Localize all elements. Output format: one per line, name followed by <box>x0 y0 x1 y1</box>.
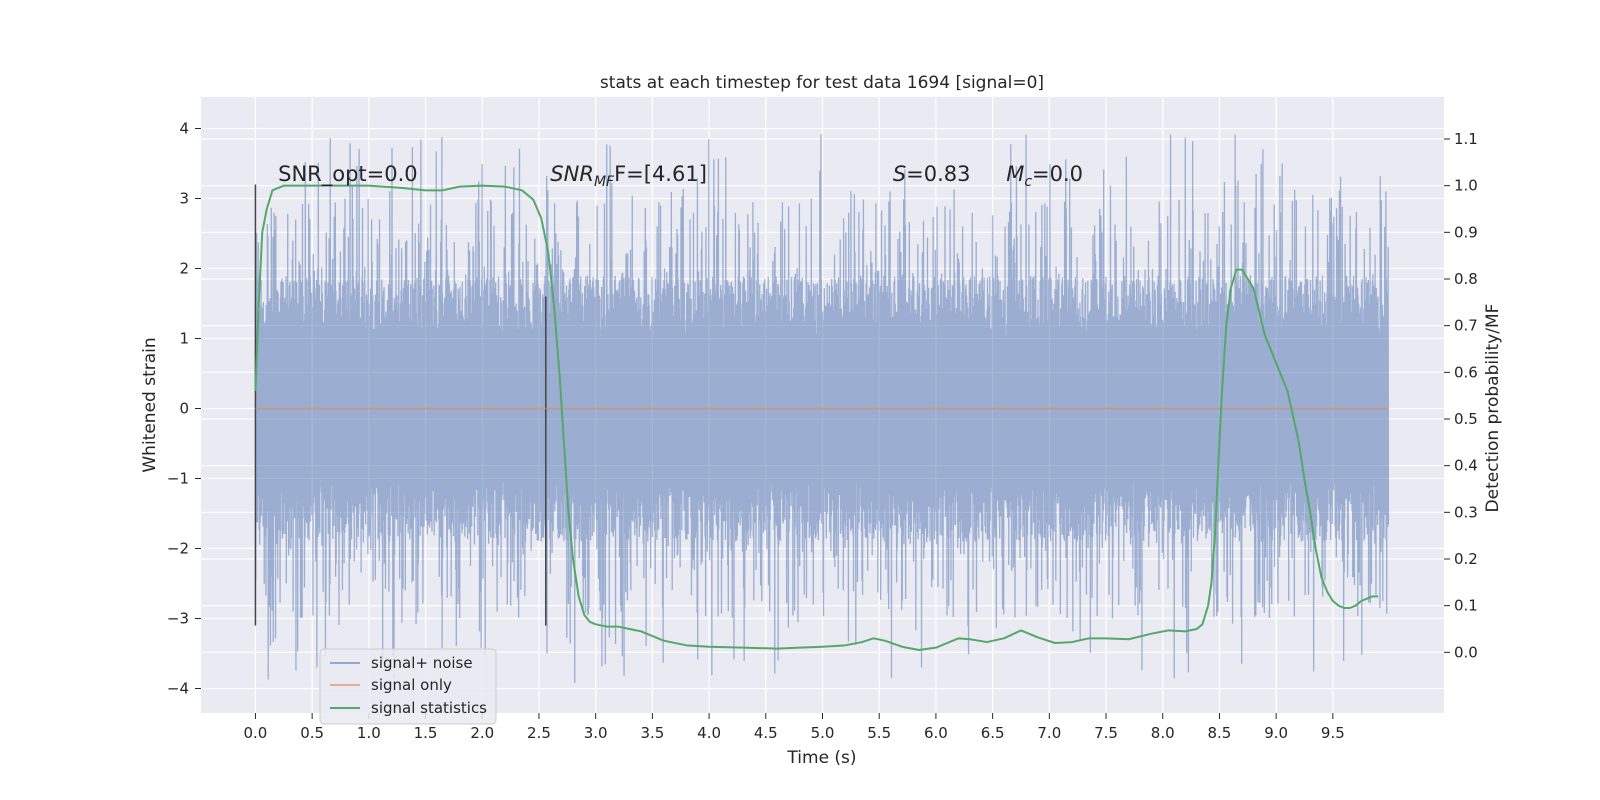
annotation-mc-suffix: =0.0 <box>1032 162 1083 186</box>
chart-title: stats at each timestep for test data 169… <box>600 73 1044 93</box>
signal-plus-noise-series <box>254 134 1390 683</box>
x-tick-label-3: 1.5 <box>414 724 438 742</box>
y2-tick-label-3: 0.3 <box>1454 503 1478 521</box>
y-tick-label-0: −4 <box>167 680 189 698</box>
x-axis-label: Time (s) <box>786 748 856 768</box>
x-tick-label-19: 9.5 <box>1321 724 1345 742</box>
y2-tick-label-11: 1.1 <box>1454 130 1478 148</box>
y2-tick-label-9: 0.9 <box>1454 223 1478 241</box>
annotation-snr-mf: SNRMFF=[4.61] <box>550 162 707 190</box>
series-signal-statistics-line <box>254 184 1379 651</box>
annotation-snr-mf-sub: MF <box>594 174 615 190</box>
y-tick-label-7: 3 <box>179 190 189 208</box>
x-tick-label-7: 3.5 <box>640 724 664 742</box>
y2-tick-label-1: 0.1 <box>1454 597 1478 615</box>
left-axis-ticks: −4 −3 −2 −1 0 1 2 3 4 <box>167 120 201 698</box>
y2-tick-label-4: 0.4 <box>1454 457 1478 475</box>
x-tick-label-18: 9.0 <box>1264 724 1288 742</box>
annotation-snr-opt: SNR_opt=0.0 <box>278 162 418 187</box>
y2-axis-label: Detection probability/MF <box>1483 304 1503 513</box>
y2-tick-label-5: 0.5 <box>1454 410 1478 428</box>
y2-tick-label-2: 0.2 <box>1454 550 1478 568</box>
marker-lines <box>254 184 547 626</box>
annotation-snr-mf-suffix: F=[4.61] <box>614 162 707 186</box>
x-tick-label-9: 4.5 <box>754 724 778 742</box>
legend-label-signal-only: signal only <box>371 676 452 694</box>
x-tick-label-14: 7.0 <box>1037 724 1061 742</box>
annotation-s-prefix: S <box>893 162 906 186</box>
x-tick-label-12: 6.0 <box>924 724 948 742</box>
x-tick-label-6: 3.0 <box>584 724 608 742</box>
y-axis-label: Whitened strain <box>140 337 160 472</box>
legend-label-signal-statistics: signal statistics <box>371 699 487 717</box>
y2-tick-label-6: 0.6 <box>1454 363 1478 381</box>
x-tick-label-13: 6.5 <box>981 724 1005 742</box>
x-tick-label-0: 0.0 <box>244 724 268 742</box>
y2-tick-label-8: 0.8 <box>1454 270 1478 288</box>
x-tick-label-8: 4.0 <box>697 724 721 742</box>
y-tick-label-4: 0 <box>179 400 189 418</box>
annotation-snr-mf-prefix: SNR <box>550 162 594 186</box>
x-tick-label-15: 7.5 <box>1094 724 1118 742</box>
annotation-mc-prefix: M <box>1006 162 1024 186</box>
annotations: SNR_opt=0.0 SNRMFF=[4.61] S=0.83 Mc=0.0 <box>278 162 1083 190</box>
y-tick-label-6: 2 <box>179 260 189 278</box>
x-tick-label-1: 0.5 <box>300 724 324 742</box>
x-tick-label-5: 2.5 <box>527 724 551 742</box>
x-tick-label-4: 2.0 <box>470 724 494 742</box>
y2-tick-label-10: 1.0 <box>1454 177 1478 195</box>
y-tick-label-1: −3 <box>167 610 189 628</box>
y-tick-label-5: 1 <box>179 330 189 348</box>
x-tick-label-17: 8.5 <box>1208 724 1232 742</box>
y2-tick-label-0: 0.0 <box>1454 643 1478 661</box>
annotation-mc-sub: c <box>1024 174 1032 190</box>
x-tick-label-11: 5.5 <box>867 724 891 742</box>
right-axis-ticks: 0.0 0.1 0.2 0.3 0.4 0.5 0.6 0.7 0.8 0.9 1.0 1.1 <box>1444 130 1478 661</box>
annotation-s-suffix: =0.83 <box>906 162 970 186</box>
y2-tick-label-7: 0.7 <box>1454 317 1478 335</box>
x-tick-label-2: 1.0 <box>357 724 381 742</box>
y-tick-label-2: −2 <box>167 540 189 558</box>
legend-box <box>319 648 497 725</box>
x-axis-ticks: 0.0 0.5 1.0 1.5 2.0 2.5 3.0 3.5 4.0 4.5 5.0 5.5 6.0 6… <box>244 713 1345 742</box>
line-series <box>254 184 1389 651</box>
series-signal-plus-noise-trace <box>254 134 1390 683</box>
legend: signal+ noise signal only signal statist… <box>319 648 497 725</box>
legend-label-signal-noise: signal+ noise <box>371 654 473 672</box>
x-tick-label-10: 5.0 <box>811 724 835 742</box>
annotation-s: S=0.83 <box>893 162 971 186</box>
y-tick-label-3: −1 <box>167 470 189 488</box>
annotation-mc: Mc=0.0 <box>1006 162 1083 190</box>
x-tick-label-16: 8.0 <box>1151 724 1175 742</box>
y-tick-label-8: 4 <box>179 120 189 138</box>
